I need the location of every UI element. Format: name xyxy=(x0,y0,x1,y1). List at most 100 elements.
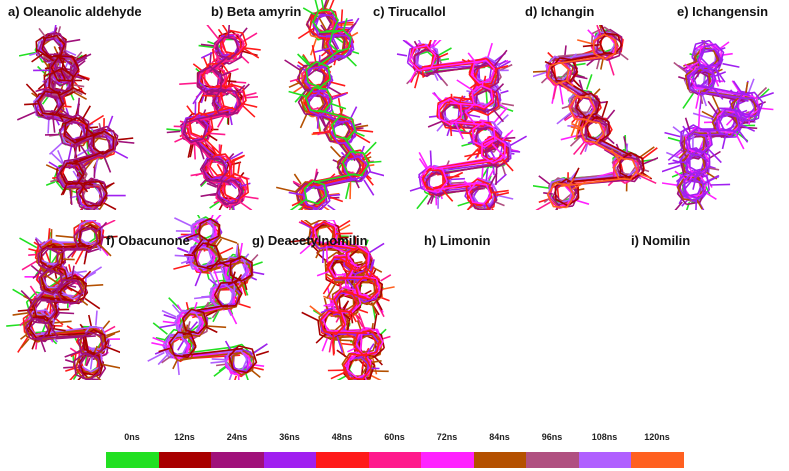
substituent-bond xyxy=(354,131,365,137)
substituent-bond xyxy=(344,273,347,287)
substituent-bond xyxy=(167,130,181,134)
linking-bond xyxy=(52,54,66,61)
substituent-bond xyxy=(244,92,258,97)
linking-bond xyxy=(317,49,341,67)
substituent-bond xyxy=(245,96,259,99)
substituent-bond xyxy=(237,162,241,174)
panel-title-c: c) Tirucallol xyxy=(373,4,446,19)
substituent-bond xyxy=(84,266,103,279)
ring-bond xyxy=(28,315,53,339)
ring-bond xyxy=(48,57,76,87)
ring-bond xyxy=(212,88,242,116)
linking-bond xyxy=(560,177,626,187)
substituent-bond xyxy=(501,165,507,175)
ring-bond xyxy=(305,61,331,88)
substituent-bond xyxy=(284,59,301,71)
substituent-bond xyxy=(45,164,62,173)
linking-bond xyxy=(41,299,70,303)
substituent-bond xyxy=(510,135,528,146)
ring-bond xyxy=(546,61,570,85)
molecule-overlay-b xyxy=(166,17,262,222)
linking-bond xyxy=(343,141,357,159)
substituent-bond xyxy=(329,145,342,158)
substituent-bond xyxy=(84,297,101,310)
ring-bond xyxy=(546,182,575,209)
ring-bond xyxy=(474,125,502,153)
substituent-bond xyxy=(662,182,680,187)
linking-bond xyxy=(194,139,216,162)
substituent-bond xyxy=(200,192,217,198)
substituent-bond xyxy=(166,128,185,132)
substituent-bond xyxy=(596,171,613,178)
substituent-bond xyxy=(326,282,337,299)
substituent-bond xyxy=(47,322,59,339)
substituent-bond xyxy=(556,111,572,125)
substituent-bond xyxy=(579,143,587,155)
linking-bond xyxy=(332,333,368,336)
substituent-bond xyxy=(430,195,435,204)
linking-bond xyxy=(72,180,95,183)
ring-bond xyxy=(210,282,234,309)
substituent-bond xyxy=(496,201,506,207)
ring-bond xyxy=(181,119,207,145)
substituent-bond xyxy=(297,27,316,40)
substituent-bond xyxy=(496,191,510,197)
substituent-bond xyxy=(569,135,582,147)
substituent-bond xyxy=(364,266,381,282)
ring-bond xyxy=(468,182,492,205)
molecule-overlay-f xyxy=(661,26,775,220)
substituent-bond xyxy=(325,244,329,263)
ring-bond xyxy=(736,91,764,119)
substituent-bond xyxy=(467,52,477,63)
substituent-bond xyxy=(83,339,89,354)
substituent-bond xyxy=(321,332,331,352)
ring-bond xyxy=(228,345,258,374)
substituent-bond xyxy=(430,39,438,48)
substituent-bond xyxy=(451,181,466,184)
substituent-bond xyxy=(96,241,112,257)
linking-bond xyxy=(51,244,90,248)
ring-bond xyxy=(37,246,59,271)
ring-bond xyxy=(78,180,108,207)
substituent-bond xyxy=(449,124,453,137)
substituent-bond xyxy=(111,149,129,159)
linking-bond xyxy=(450,102,483,107)
substituent-bond xyxy=(607,59,615,76)
substituent-bond xyxy=(181,259,190,264)
substituent-bond xyxy=(153,322,169,335)
ring-bond xyxy=(438,98,463,126)
substituent-bond xyxy=(193,63,204,72)
linking-bond xyxy=(183,347,244,357)
ring-bond xyxy=(220,256,250,284)
substituent-bond xyxy=(30,264,42,275)
substituent-bond xyxy=(103,156,112,173)
substituent-bond xyxy=(210,360,226,364)
substituent-bond xyxy=(489,172,498,187)
legend-label-24ns: 24ns xyxy=(226,432,248,442)
substituent-bond xyxy=(558,84,564,105)
substituent-bond xyxy=(332,334,335,354)
substituent-bond xyxy=(701,110,715,119)
substituent-bond xyxy=(361,151,372,161)
substituent-bond xyxy=(316,115,320,129)
substituent-bond xyxy=(637,146,655,160)
substituent-bond xyxy=(303,218,312,226)
ring-bond xyxy=(182,118,208,143)
legend-swatch-12ns xyxy=(158,452,212,468)
substituent-bond xyxy=(29,52,38,56)
ring-bond xyxy=(63,117,89,144)
substituent-bond xyxy=(641,157,659,166)
substituent-bond xyxy=(162,309,178,318)
substituent-bond xyxy=(500,136,516,140)
linking-bond xyxy=(40,311,46,316)
substituent-bond xyxy=(359,145,365,158)
legend-label-84ns: 84ns xyxy=(489,432,510,442)
substituent-bond xyxy=(368,242,385,254)
substituent-bond xyxy=(243,280,248,291)
substituent-bond xyxy=(346,278,356,291)
substituent-bond xyxy=(432,92,443,102)
ring-bond xyxy=(409,44,437,72)
substituent-bond xyxy=(572,141,585,156)
linking-bond xyxy=(68,154,101,170)
ring-bond xyxy=(468,58,498,86)
